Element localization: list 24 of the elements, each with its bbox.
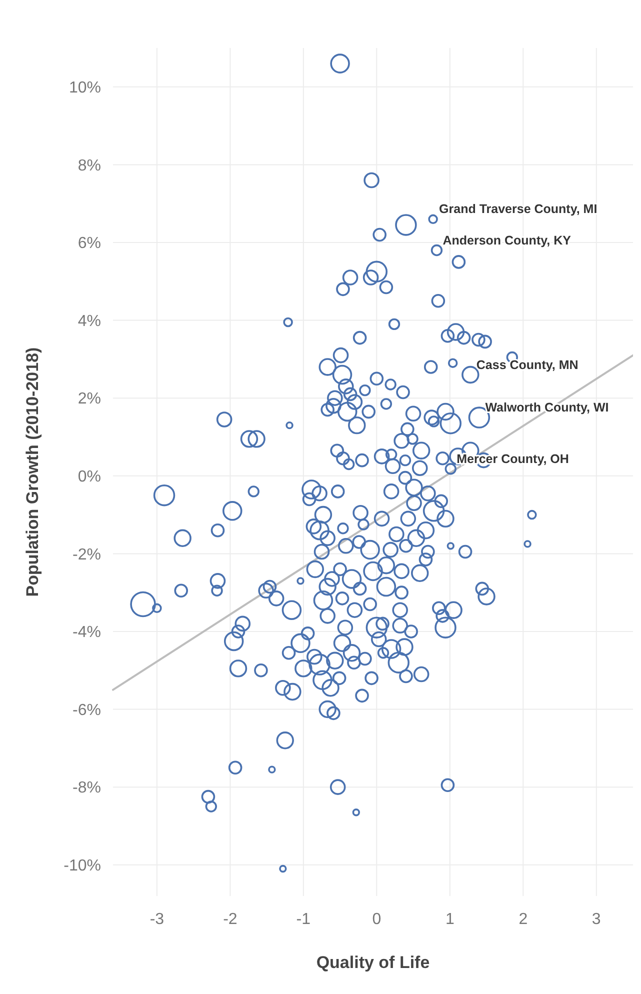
annotation: Grand Traverse County, MI (439, 202, 598, 216)
y-tick-label: 10% (68, 80, 101, 96)
x-tick-label: -1 (296, 911, 311, 928)
y-axis-title: Population Growth (2010-2018) (23, 347, 42, 597)
y-tick-label: 4% (78, 312, 101, 330)
y-tick-label: 2% (78, 390, 101, 408)
y-tick-label: 0% (78, 468, 101, 486)
annotation: Anderson County, KY (442, 233, 572, 248)
x-tick-label: -2 (223, 911, 238, 928)
x-axis-title: Quality of Life (316, 953, 430, 972)
x-tick-label: -3 (150, 911, 164, 928)
y-tick-label: 8% (78, 157, 101, 174)
x-tick-label: 3 (592, 911, 601, 928)
y-tick-label: -10% (64, 857, 101, 874)
x-tick-label: 2 (518, 911, 528, 928)
y-tick-label: 6% (78, 235, 101, 252)
annotation: Cass County, MN (476, 358, 578, 372)
y-tick-label: -4% (72, 624, 101, 642)
y-tick-label: -6% (72, 702, 101, 719)
y-tick-label: -2% (72, 546, 101, 564)
y-tick-label: -8% (72, 780, 101, 797)
x-tick-label: 1 (445, 911, 454, 928)
annotation: Walworth County, WI (485, 400, 609, 415)
x-tick-label: 0 (372, 911, 382, 928)
